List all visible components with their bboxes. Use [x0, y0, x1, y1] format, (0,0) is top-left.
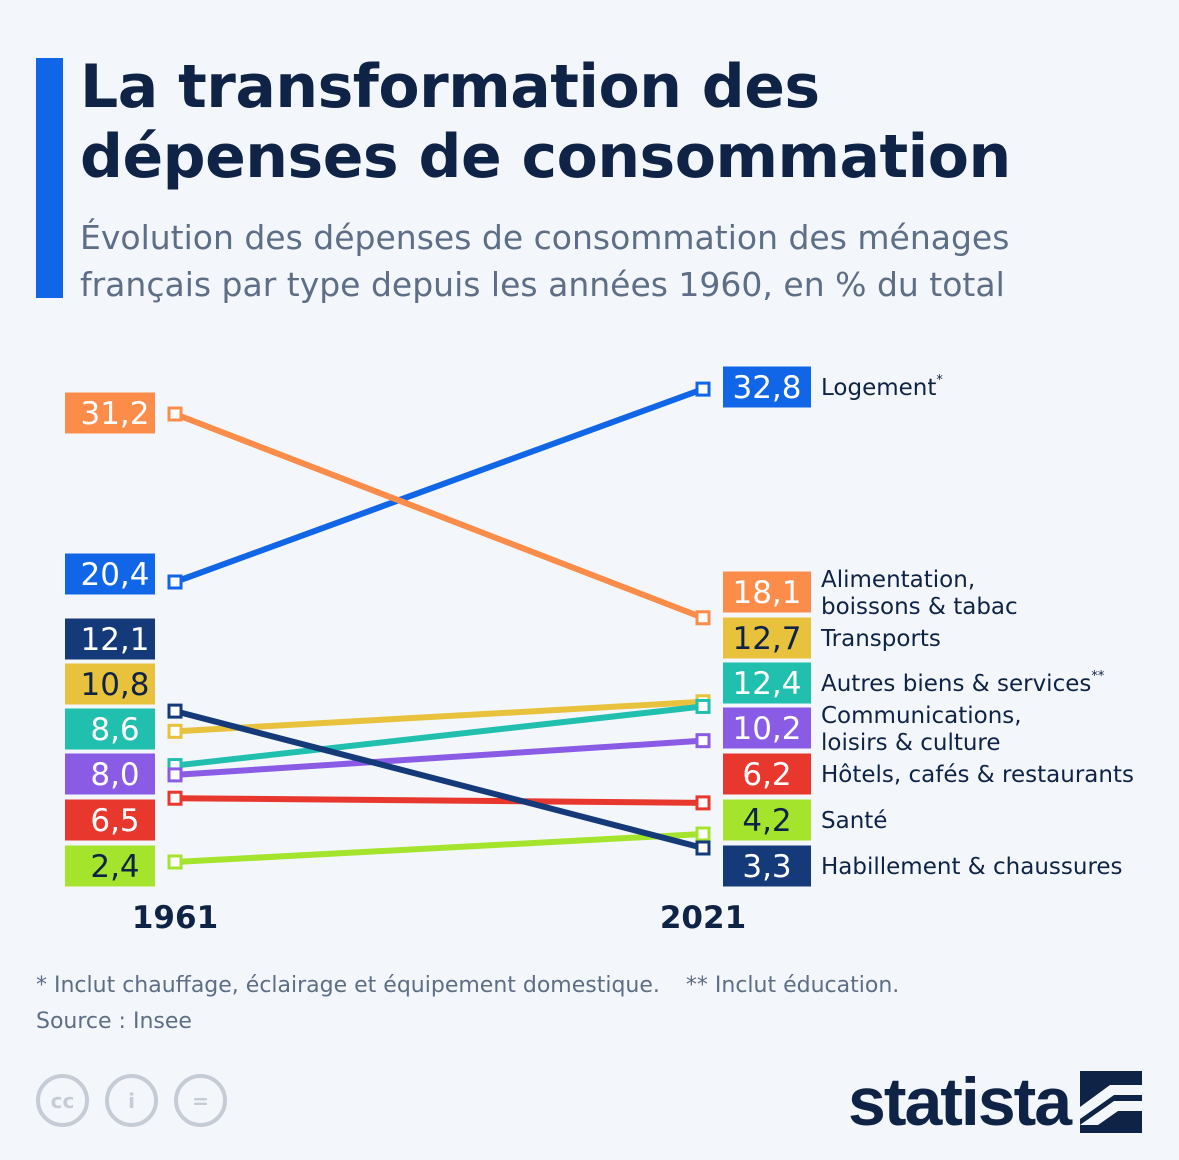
license-icons: cc i = — [36, 1074, 227, 1127]
category-label-alimentation-boissons-tabac: Alimentation, boissons & tabac — [821, 567, 1018, 620]
value-label-2021-logement: 32,8 — [732, 370, 801, 406]
value-label-2021-autres-biens-services: 12,4 — [732, 666, 801, 702]
cc-icon[interactable]: cc — [36, 1074, 89, 1127]
category-label-communications-loisirs-culture: Communications, loisirs & culture — [821, 703, 1022, 756]
marker-alimentation-boissons-tabac-2021 — [695, 610, 711, 626]
value-label-2021-communications-loisirs-culture: 10,2 — [732, 711, 801, 747]
x-axis-label-2021: 2021 — [660, 900, 746, 936]
value-label-2021-hotels-cafes-restaurants: 6,2 — [742, 757, 791, 793]
marker-alimentation-boissons-tabac-1961 — [167, 406, 183, 422]
value-box-2021-hotels-cafes-restaurants — [723, 753, 811, 795]
slope-chart: 20,4 32,8 Logement* 31,2 18,1 Alimentation, bo… — [65, 366, 1134, 936]
value-box-1961-alimentation-boissons-tabac — [65, 392, 155, 434]
footnote-logement: * Inclut chauffage, éclairage et équipem… — [36, 973, 660, 998]
marker-hotels-cafes-restaurants-2021 — [695, 795, 711, 811]
marker-transports-1961 — [167, 723, 183, 739]
chart-subtitle: Évolution des dépenses de consommation d… — [80, 214, 1009, 308]
nd-equals-icon[interactable]: = — [174, 1074, 227, 1127]
value-label-1961-hotels-cafes-restaurants: 6,5 — [90, 803, 139, 839]
value-label-1961-transports: 10,8 — [80, 667, 149, 703]
value-box-2021-autres-biens-services — [723, 662, 811, 704]
value-box-2021-logement — [723, 366, 811, 408]
value-label-1961-habillement-chaussures: 12,1 — [80, 622, 149, 658]
chart-title: La transformation des dépenses de consom… — [80, 52, 1011, 192]
series-line-habillement-chaussures — [174, 708, 704, 851]
footnotes: * Inclut chauffage, éclairage et équipem… — [36, 968, 899, 1040]
title-line-2: dépenses de consommation — [80, 122, 1011, 192]
value-box-1961-communications-loisirs-culture — [65, 753, 155, 795]
category-label-autres-biens-services: Autres biens & services** — [821, 669, 1105, 697]
source-note: Source : Insee — [36, 1009, 192, 1034]
value-label-2021-transports: 12,7 — [732, 621, 801, 657]
marker-autres-biens-services-2021 — [695, 698, 711, 714]
marker-communications-loisirs-culture-1961 — [167, 767, 183, 783]
value-box-2021-habillement-chaussures — [723, 845, 811, 887]
value-label-2021-habillement-chaussures: 3,3 — [742, 849, 791, 885]
value-box-1961-hotels-cafes-restaurants — [65, 799, 155, 841]
statista-wordmark: statista — [848, 1064, 1072, 1140]
footnote-autres: ** Inclut éducation. — [685, 973, 900, 998]
marker-communications-loisirs-culture-2021 — [695, 733, 711, 749]
marker-habillement-chaussures-1961 — [167, 703, 183, 719]
value-box-2021-sante — [723, 799, 811, 841]
series-line-transports — [174, 698, 704, 735]
value-label-1961-sante: 2,4 — [90, 849, 139, 885]
accent-bar — [36, 58, 63, 298]
category-label-habillement-chaussures: Habillement & chaussures — [821, 854, 1123, 880]
marker-hotels-cafes-restaurants-1961 — [167, 790, 183, 806]
series-line-alimentation-boissons-tabac — [173, 411, 705, 621]
value-label-1961-communications-loisirs-culture: 8,0 — [90, 757, 139, 793]
marker-sante-2021 — [695, 826, 711, 842]
marker-logement-2021 — [695, 381, 711, 397]
x-axis-label-1961: 1961 — [132, 900, 218, 936]
category-label-transports: Transports — [820, 626, 941, 652]
series-line-hotels-cafes-restaurants — [174, 795, 704, 806]
value-box-2021-transports — [723, 617, 811, 659]
category-label-hotels-cafes-restaurants: Hôtels, cafés & restaurants — [821, 762, 1134, 788]
value-box-1961-logement — [65, 553, 155, 595]
series-line-logement — [173, 386, 705, 585]
category-label-sante: Santé — [821, 808, 887, 834]
value-label-1961-alimentation-boissons-tabac: 31,2 — [80, 396, 149, 432]
marker-logement-1961 — [167, 574, 183, 590]
series-line-autres-biens-services — [174, 703, 704, 769]
by-person-icon[interactable]: i — [105, 1074, 158, 1127]
statista-logo[interactable]: statista — [848, 1064, 1143, 1140]
marker-sante-1961 — [167, 854, 183, 870]
series-line-communications-loisirs-culture — [174, 737, 704, 778]
value-label-1961-logement: 20,4 — [80, 557, 149, 593]
value-box-2021-communications-loisirs-culture — [723, 707, 811, 749]
subtitle-line-1: Évolution des dépenses de consommation d… — [80, 218, 1010, 257]
value-box-1961-sante — [65, 845, 155, 887]
marker-habillement-chaussures-2021 — [695, 840, 711, 856]
value-box-1961-transports — [65, 663, 155, 705]
value-label-2021-sante: 4,2 — [742, 803, 791, 839]
subtitle-line-2: français par type depuis les années 1960… — [80, 265, 1005, 304]
statista-mark-icon — [1080, 1071, 1143, 1133]
title-line-1: La transformation des — [80, 52, 820, 122]
series-line-sante — [174, 831, 704, 865]
value-label-2021-alimentation-boissons-tabac: 18,1 — [732, 575, 801, 611]
value-box-1961-habillement-chaussures — [65, 618, 155, 660]
category-label-logement: Logement* — [821, 373, 943, 401]
value-box-2021-alimentation-boissons-tabac — [723, 571, 811, 613]
value-label-1961-autres-biens-services: 8,6 — [90, 712, 139, 748]
value-box-1961-autres-biens-services — [65, 708, 155, 750]
